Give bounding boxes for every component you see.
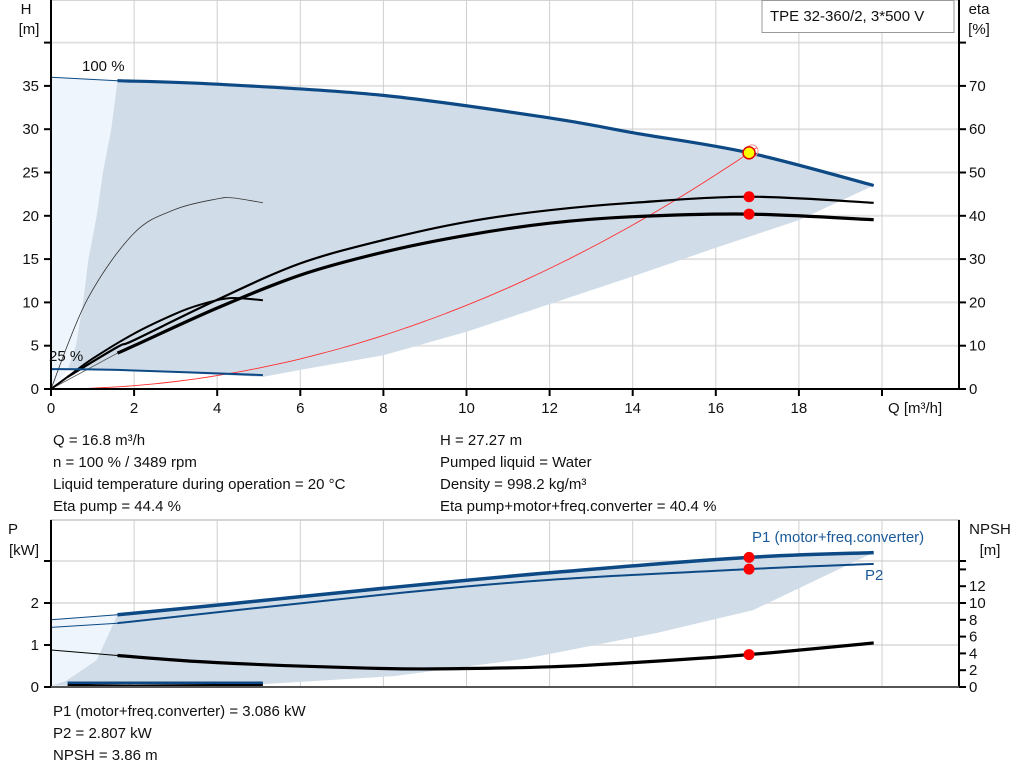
operating-area-light	[51, 77, 118, 390]
head-curve-25	[50, 368, 263, 377]
y-tick-label-left: 30	[22, 121, 39, 138]
info-h: H = 27.27 m	[440, 432, 523, 449]
x-tick-label: 2	[130, 400, 138, 417]
head-efficiency-chart: 0 5 10 15 20 25 30 35 0 10 20 30 40 50 60 70 0 2 4 6 8 10 12 14…	[22, 0, 986, 417]
eta-total-duty-point	[743, 208, 755, 220]
y-tick-label-left: 2	[31, 595, 39, 612]
p1-curve-ext	[50, 614, 118, 621]
head-curve-100-ext	[50, 76, 118, 82]
eta-pump-curve	[67, 195, 874, 378]
y-tick-label-right: 50	[969, 165, 986, 182]
npsh-duty-point	[743, 649, 755, 661]
eta-total-curve-ext	[50, 352, 118, 390]
y-tick-label-left: 35	[22, 78, 39, 95]
y-label-npsh-unit: [m]	[980, 542, 1001, 559]
eta-pump-curve-25	[50, 197, 263, 390]
y-label-p-unit: [kW]	[9, 542, 39, 559]
label-100-percent: 100 %	[82, 58, 125, 75]
x-tick-label: 16	[707, 400, 724, 417]
y-tick-label-left: 15	[22, 251, 39, 268]
operating-area	[51, 552, 874, 686]
info-pumped-liquid: Pumped liquid = Water	[440, 454, 592, 471]
x-tick-label: 12	[541, 400, 558, 417]
x-tick-label: 14	[624, 400, 641, 417]
y-tick-label-left: 20	[22, 208, 39, 225]
x-tick-label: 0	[47, 400, 55, 417]
p1-duty-point	[743, 551, 755, 563]
p1-curve	[117, 550, 874, 617]
x-label-q: Q [m³/h]	[888, 400, 942, 417]
eta-total-curve	[116, 212, 874, 355]
p2-curve-25	[67, 683, 263, 687]
x-tick-label: 10	[458, 400, 475, 417]
info-p2: P2 = 2.807 kW	[53, 725, 152, 742]
info-liquid-temperature: Liquid temperature during operation = 20…	[53, 476, 346, 493]
y-tick-label-right: 20	[969, 294, 986, 311]
y-tick-label-right: 8	[969, 612, 977, 629]
x-tick-label: 8	[379, 400, 387, 417]
info-p1: P1 (motor+freq.converter) = 3.086 kW	[53, 703, 306, 720]
chart-title: TPE 32-360/2, 3*500 V	[770, 8, 924, 25]
y-tick-label-left: 25	[22, 165, 39, 182]
y-label-eta: eta	[969, 1, 991, 18]
y-tick-label-right: 40	[969, 208, 986, 225]
y-tick-label-right: 6	[969, 629, 977, 646]
y-tick-label-right: 10	[969, 338, 986, 355]
y-label-h-unit: [m]	[19, 21, 40, 38]
x-tick-label: 4	[213, 400, 221, 417]
series-label-p2: P2	[865, 567, 883, 584]
head-duty-point	[742, 146, 756, 160]
p2-curve-ext	[50, 622, 118, 628]
info-eta-total: Eta pump+motor+freq.converter = 40.4 %	[440, 498, 717, 515]
info-speed: n = 100 % / 3489 rpm	[53, 454, 197, 471]
y-tick-label-left: 0	[31, 381, 39, 398]
y-tick-label-left: 1	[31, 637, 39, 654]
npsh-curve-ext	[50, 649, 118, 656]
y-tick-label-left: 10	[22, 294, 39, 311]
y-tick-label-right: 12	[969, 578, 986, 595]
y-tick-label-right: 70	[969, 78, 986, 95]
x-tick-label: 18	[791, 400, 808, 417]
y-tick-label-right: 30	[969, 251, 986, 268]
label-25-percent: 25 %	[49, 348, 83, 365]
info-eta-pump: Eta pump = 44.4 %	[53, 498, 181, 515]
system-curve	[50, 146, 758, 390]
title-box	[761, 0, 955, 33]
info-npsh: NPSH = 3.86 m	[53, 747, 158, 764]
series-label-p1: P1 (motor+freq.converter)	[752, 529, 924, 546]
y-label-npsh: NPSH	[969, 521, 1011, 538]
operating-area-light	[51, 614, 118, 687]
operating-area	[67, 80, 874, 377]
y-label-eta-unit: [%]	[968, 21, 990, 38]
y-tick-label-right: 0	[969, 679, 977, 696]
y-tick-label-left: 0	[31, 679, 39, 696]
y-tick-label-right: 2	[969, 662, 977, 679]
y-tick-label-right: 10	[969, 595, 986, 612]
eta-pump-duty-point	[743, 191, 755, 203]
y-tick-label-left: 5	[31, 338, 39, 355]
y-tick-label-right: 60	[969, 121, 986, 138]
p2-curve	[117, 562, 874, 625]
info-q: Q = 16.8 m³/h	[53, 432, 146, 449]
info-density: Density = 998.2 kg/m³	[440, 476, 587, 493]
x-tick-label: 6	[296, 400, 304, 417]
p2-duty-point	[743, 563, 755, 575]
y-label-h: H	[21, 1, 32, 18]
y-tick-label-right: 0	[969, 381, 977, 398]
y-label-p: P	[8, 521, 18, 538]
y-tick-label-right: 4	[969, 645, 977, 662]
